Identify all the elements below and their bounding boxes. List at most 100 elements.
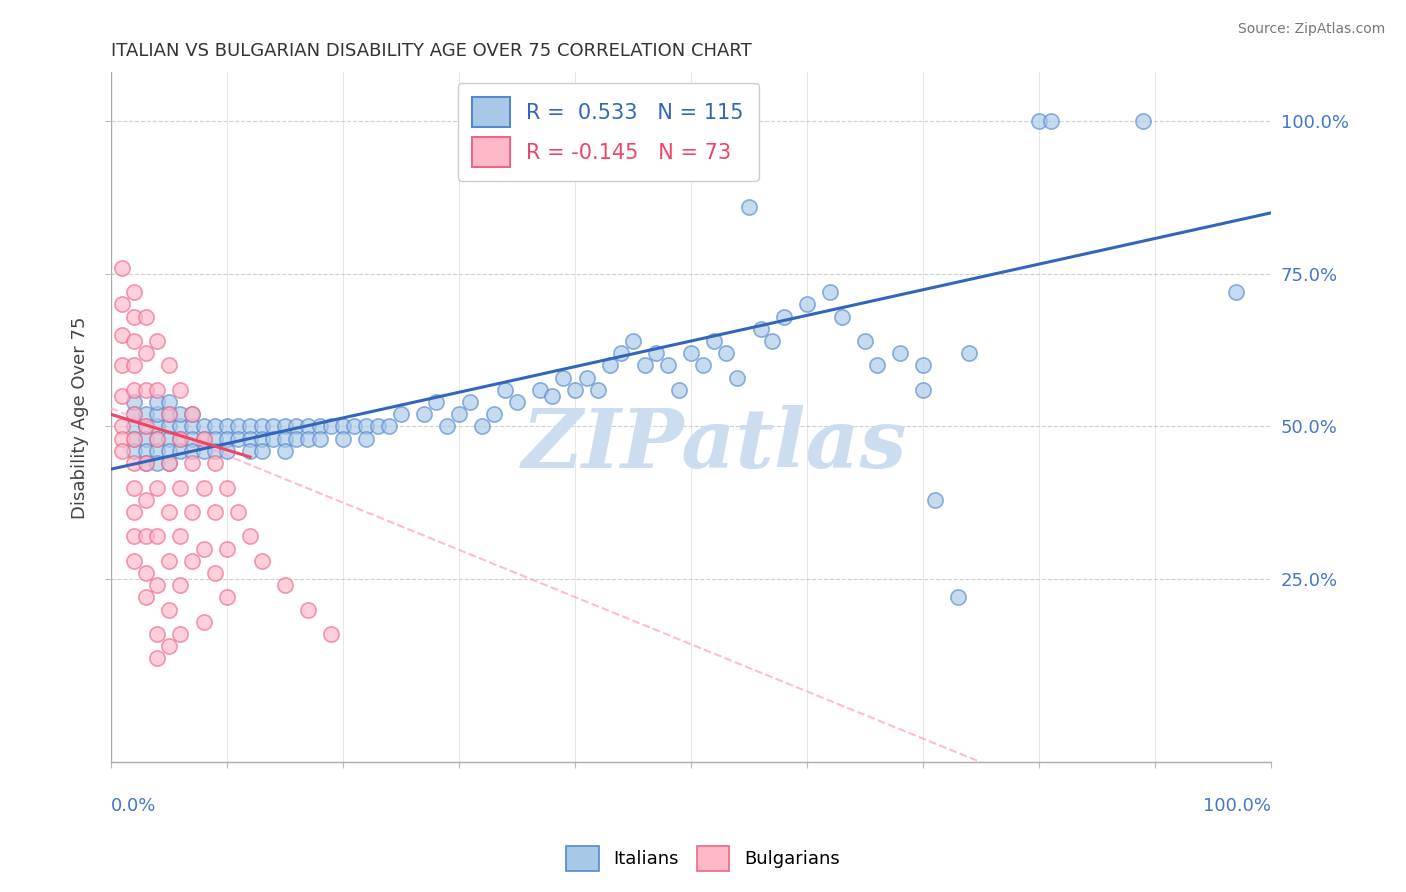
Point xyxy=(215,432,238,446)
Point xyxy=(146,407,169,421)
Point xyxy=(204,443,226,458)
Point xyxy=(157,554,180,568)
Point xyxy=(204,456,226,470)
Point xyxy=(529,383,551,397)
Point xyxy=(274,443,297,458)
Point xyxy=(553,370,575,384)
Point xyxy=(193,615,215,629)
Point xyxy=(111,443,134,458)
Point xyxy=(1132,114,1154,128)
Text: ZIPatlas: ZIPatlas xyxy=(522,405,907,485)
Point xyxy=(157,359,180,373)
Point xyxy=(703,334,725,348)
Text: Source: ZipAtlas.com: Source: ZipAtlas.com xyxy=(1237,22,1385,37)
Point xyxy=(169,432,191,446)
Point xyxy=(169,481,191,495)
Point xyxy=(494,383,516,397)
Point xyxy=(482,407,505,421)
Point xyxy=(135,407,157,421)
Point xyxy=(157,432,180,446)
Point xyxy=(250,432,273,446)
Point xyxy=(586,383,609,397)
Point xyxy=(157,456,180,470)
Point xyxy=(146,651,169,665)
Point xyxy=(262,419,284,434)
Point xyxy=(135,419,157,434)
Point xyxy=(146,443,169,458)
Point xyxy=(157,407,180,421)
Point xyxy=(122,456,145,470)
Point xyxy=(122,334,145,348)
Point xyxy=(169,407,191,421)
Point xyxy=(447,407,470,421)
Point xyxy=(169,627,191,641)
Point xyxy=(146,481,169,495)
Point xyxy=(146,432,169,446)
Point xyxy=(135,310,157,324)
Point xyxy=(274,419,297,434)
Point xyxy=(714,346,737,360)
Point xyxy=(157,602,180,616)
Point xyxy=(262,432,284,446)
Point xyxy=(215,541,238,556)
Point xyxy=(204,419,226,434)
Point xyxy=(215,591,238,605)
Point xyxy=(111,260,134,275)
Point xyxy=(204,566,226,580)
Point xyxy=(193,432,215,446)
Point xyxy=(228,419,250,434)
Point xyxy=(181,419,204,434)
Point xyxy=(122,432,145,446)
Point xyxy=(297,602,319,616)
Point xyxy=(354,419,377,434)
Point xyxy=(169,419,191,434)
Point xyxy=(610,346,633,360)
Legend: Italians, Bulgarians: Italians, Bulgarians xyxy=(560,838,846,879)
Point xyxy=(215,481,238,495)
Point xyxy=(122,310,145,324)
Point xyxy=(193,432,215,446)
Point xyxy=(853,334,876,348)
Point xyxy=(285,419,308,434)
Point xyxy=(250,443,273,458)
Point xyxy=(169,529,191,543)
Point xyxy=(321,419,343,434)
Point xyxy=(308,432,330,446)
Point xyxy=(332,419,354,434)
Point xyxy=(239,529,262,543)
Point xyxy=(297,419,319,434)
Point xyxy=(169,578,191,592)
Point xyxy=(157,639,180,653)
Point xyxy=(135,456,157,470)
Point xyxy=(389,407,412,421)
Point xyxy=(122,359,145,373)
Point xyxy=(215,443,238,458)
Point xyxy=(146,432,169,446)
Point xyxy=(193,419,215,434)
Y-axis label: Disability Age Over 75: Disability Age Over 75 xyxy=(72,316,89,518)
Text: ITALIAN VS BULGARIAN DISABILITY AGE OVER 75 CORRELATION CHART: ITALIAN VS BULGARIAN DISABILITY AGE OVER… xyxy=(111,42,752,60)
Point xyxy=(146,419,169,434)
Point xyxy=(135,443,157,458)
Point xyxy=(761,334,783,348)
Point xyxy=(621,334,644,348)
Point xyxy=(146,383,169,397)
Point xyxy=(193,443,215,458)
Point xyxy=(135,383,157,397)
Point xyxy=(181,407,204,421)
Point xyxy=(250,554,273,568)
Point xyxy=(146,627,169,641)
Point xyxy=(367,419,389,434)
Point xyxy=(122,395,145,409)
Point xyxy=(679,346,702,360)
Point xyxy=(633,359,655,373)
Point xyxy=(135,591,157,605)
Point xyxy=(169,383,191,397)
Point xyxy=(111,389,134,403)
Point xyxy=(831,310,853,324)
Point xyxy=(181,456,204,470)
Point xyxy=(204,505,226,519)
Point xyxy=(540,389,562,403)
Point xyxy=(645,346,668,360)
Point xyxy=(181,443,204,458)
